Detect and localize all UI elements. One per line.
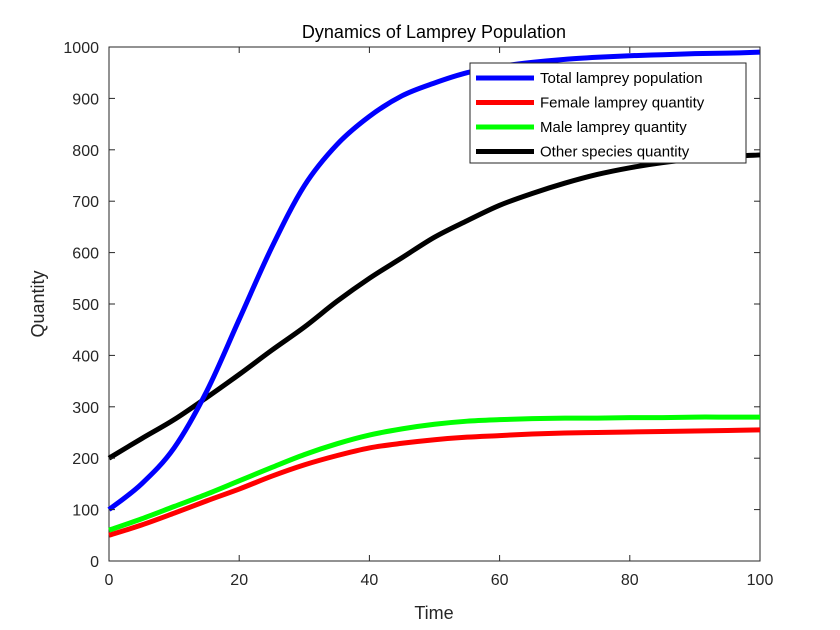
- y-axis-label: Quantity: [28, 270, 48, 337]
- series-line-male-lamprey-quantity: [108, 414, 760, 533]
- y-tick-label: 800: [72, 143, 99, 160]
- y-tick-label: 400: [72, 348, 99, 365]
- y-tick-label: 600: [72, 246, 99, 263]
- legend-items: Total lamprey population Female lamprey q…: [476, 70, 705, 161]
- x-tick-label: 80: [621, 572, 639, 589]
- y-tick-label: 100: [72, 503, 99, 520]
- y-tick-label: 500: [72, 297, 99, 314]
- tick-layer: 0 20 40 60 80 1000100200300400500600700800900…: [63, 40, 773, 589]
- y-tick-label: 0: [90, 554, 99, 571]
- x-tick-label: 100: [747, 572, 774, 589]
- series-line-total-lamprey-population: [107, 49, 761, 512]
- series-line-other-species-quantity: [107, 152, 761, 461]
- legend-label-other-species-quantity: Other species quantity: [540, 144, 690, 161]
- legend: Total lamprey population Female lamprey q…: [469, 62, 747, 164]
- x-tick-label: 0: [105, 572, 114, 589]
- y-tick-label: 300: [72, 400, 99, 417]
- legend-label-male-lamprey-quantity: Male lamprey quantity: [540, 119, 687, 136]
- y-tick-label: 700: [72, 194, 99, 211]
- legend-label-female-lamprey-quantity: Female lamprey quantity: [540, 95, 705, 112]
- x-tick-label: 40: [361, 572, 379, 589]
- x-tick-label: 20: [230, 572, 248, 589]
- x-tick-label: 60: [491, 572, 509, 589]
- series-line-female-lamprey-quantity: [108, 427, 761, 538]
- chart-title: Dynamics of Lamprey Population: [302, 22, 566, 42]
- y-tick-label: 200: [72, 451, 99, 468]
- series-layer: [107, 49, 761, 538]
- y-tick-label: 1000: [63, 40, 99, 57]
- legend-label-total-lamprey-population: Total lamprey population: [540, 70, 703, 87]
- x-axis-label: Time: [414, 603, 453, 623]
- y-tick-label: 900: [72, 91, 99, 108]
